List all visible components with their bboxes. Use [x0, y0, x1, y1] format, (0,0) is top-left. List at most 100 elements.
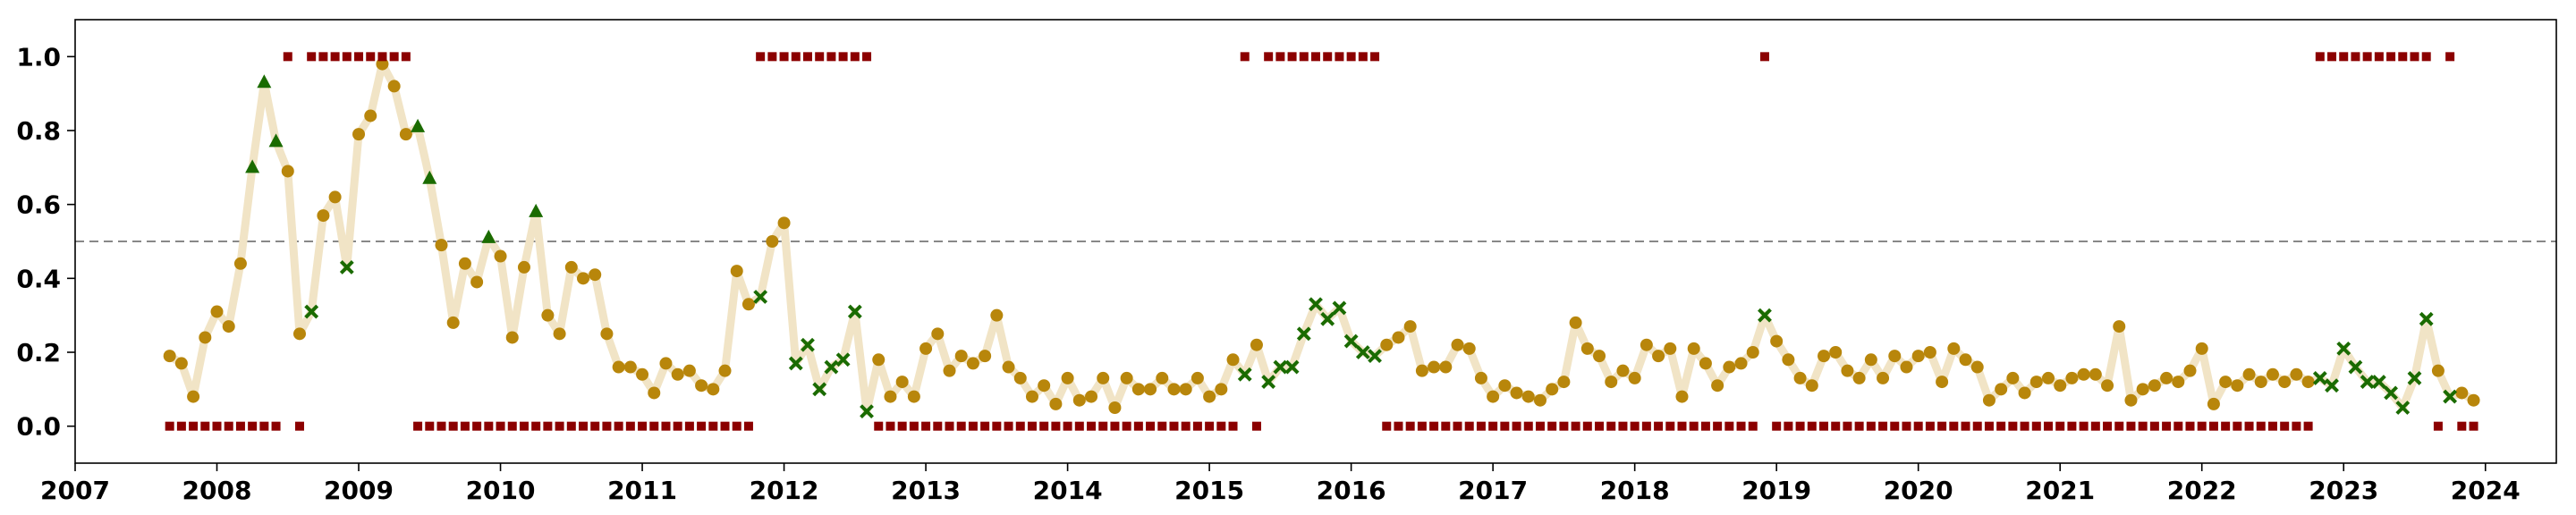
square-point [1547, 421, 1557, 431]
square-point [1133, 421, 1143, 431]
square-point [507, 421, 517, 431]
circle-point [1628, 371, 1641, 384]
cross-point [1309, 297, 1323, 312]
circle-point [2278, 376, 2292, 389]
circle-point [943, 364, 956, 377]
square-point [1795, 421, 1805, 431]
circle-point [2195, 342, 2208, 355]
circle-point [1392, 331, 1405, 344]
circle-point [1120, 371, 1133, 384]
cross-point [1237, 367, 1252, 382]
square-point [1571, 421, 1580, 431]
square-point [1618, 421, 1628, 431]
circle-point [872, 353, 886, 367]
square-point [1700, 421, 1710, 431]
circle-point [2077, 367, 2090, 381]
circle-point [1380, 338, 1394, 351]
square-point [1913, 421, 1923, 431]
circle-point [174, 357, 188, 370]
x-tick-label: 2013 [891, 476, 961, 505]
square-point [1453, 421, 1462, 431]
y-tick-label: 0.4 [16, 264, 61, 293]
circle-point [2219, 376, 2233, 389]
square-point [649, 421, 659, 431]
circle-point [659, 357, 673, 370]
square-point [413, 421, 423, 431]
square-point [271, 421, 281, 431]
circle-point [1995, 383, 2008, 396]
square-point [1559, 421, 1569, 431]
circle-point [1911, 350, 1925, 363]
y-tick-label: 0.0 [16, 412, 61, 442]
cross-point [2395, 401, 2411, 415]
circle-point [718, 364, 732, 377]
square-point [1890, 421, 1900, 431]
square-point [1843, 421, 1852, 431]
square-point [248, 421, 258, 431]
circle-point [2136, 383, 2149, 396]
square-point [1689, 421, 1699, 431]
square-point [791, 52, 801, 62]
circle-point [966, 357, 979, 370]
axes: 2007 2008 2009 2010 2011 2012 2013 2014 2015 2016… [16, 19, 2557, 505]
circle-point [2148, 379, 2161, 393]
square-point [1713, 421, 1723, 431]
square-point [815, 52, 825, 62]
cross-point [860, 404, 874, 419]
square-point [1039, 421, 1049, 431]
circle-point [1580, 342, 1594, 355]
square-point [212, 421, 222, 431]
square-point [980, 421, 990, 431]
x-tick-label: 2024 [2451, 476, 2521, 505]
circle-point [2124, 393, 2138, 407]
circle-point [730, 265, 743, 278]
circle-point [1167, 383, 1181, 396]
square-point [2351, 52, 2360, 62]
circle-point [1250, 338, 1263, 351]
square-point [1205, 421, 1215, 431]
x-tick-label: 2015 [1174, 476, 1244, 505]
square-point [389, 52, 399, 62]
circle-point [1510, 386, 1523, 400]
circle-point [222, 320, 235, 333]
square-point [638, 421, 648, 431]
circle-point [2041, 371, 2055, 384]
square-point [307, 52, 317, 62]
circle-point [2018, 386, 2031, 400]
circle-point [1616, 364, 1630, 377]
cross-point [2312, 371, 2327, 385]
circle-point [2242, 367, 2256, 381]
triangle-point [245, 159, 260, 173]
circle-point [1061, 371, 1074, 384]
square-point [2445, 52, 2455, 62]
square-point [2398, 52, 2408, 62]
square-point [436, 421, 446, 431]
square-point [2031, 421, 2041, 431]
circle-point [1569, 316, 1582, 329]
square-point [519, 421, 529, 431]
square-point [1925, 421, 1935, 431]
square-point [1937, 421, 1947, 431]
square-point [1878, 421, 1888, 431]
cross-point [835, 352, 851, 367]
square-point [2244, 421, 2254, 431]
square-point [484, 421, 494, 431]
square-point [318, 52, 328, 62]
square-point [200, 421, 210, 431]
square-point [826, 52, 836, 62]
circle-point [766, 235, 779, 248]
square-point [1724, 421, 1734, 431]
square-point [2410, 52, 2419, 62]
square-point [874, 421, 884, 431]
circle-point [1179, 383, 1192, 396]
square-point [1181, 421, 1191, 431]
circle-point [1818, 350, 1831, 363]
cross-point [2348, 359, 2363, 375]
square-point [802, 52, 812, 62]
square-point [1098, 421, 1108, 431]
circle-point [1699, 357, 1712, 370]
square-point [1996, 421, 2006, 431]
circle-point [2089, 367, 2102, 381]
circle-point [600, 327, 614, 341]
